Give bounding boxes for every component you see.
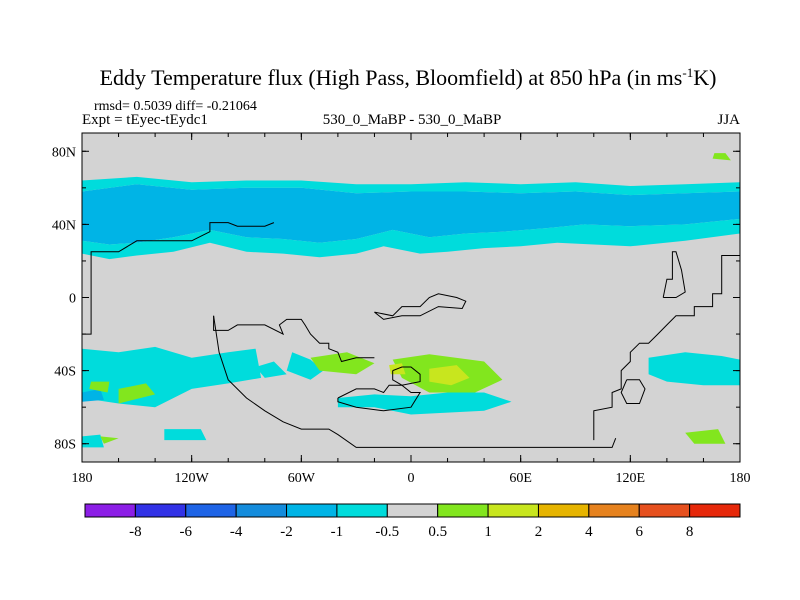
x-tick-label: 180 (730, 471, 751, 486)
colorbar-swatch (588, 503, 640, 518)
colorbar-label: -1 (331, 524, 344, 540)
experiment-label: Expt = tEyec-tEydc1 (82, 112, 208, 128)
colorbar: -8 -6 -4 -2 -1 -0.5 0.5 1 2 4 6 8 (84, 503, 741, 540)
colorbar-swatch (235, 503, 288, 518)
colorbar-label: -0.5 (375, 524, 399, 540)
season-label: JJA (717, 112, 740, 128)
colorbar-label: 0.5 (428, 524, 447, 540)
contour-region-13 (118, 383, 156, 404)
coastline-7 (620, 379, 646, 404)
x-axis: 180 120W 60W 0 60E 120E 180 (72, 133, 751, 486)
coastlines (82, 222, 740, 448)
colorbar-swatch (638, 503, 691, 518)
x-tick-label: 0 (408, 471, 415, 486)
colorbar-label: 1 (484, 524, 492, 540)
y-axis: 80N 40N 0 40S 80S (52, 145, 740, 453)
contour-region-7 (164, 429, 207, 441)
contour-region-18 (429, 365, 470, 386)
colorbar-label: -8 (129, 524, 142, 540)
y-tick-label: 80S (54, 438, 76, 453)
coastline-0 (82, 222, 275, 335)
contour-region-9 (255, 361, 287, 378)
contour-region-5 (648, 352, 740, 386)
colorbar-label: 8 (686, 524, 694, 540)
x-tick-label: 120E (616, 471, 646, 486)
contour-fills (82, 153, 740, 448)
contour-region-16 (712, 153, 731, 161)
colorbar-swatch (537, 503, 590, 518)
colorbar-swatch (336, 503, 388, 518)
colorbar-label: 6 (635, 524, 643, 540)
contour-region-0 (82, 184, 740, 245)
contour-region-10 (82, 388, 104, 402)
y-tick-label: 40S (54, 365, 76, 380)
contour-region-15 (89, 381, 110, 393)
colorbar-swatch (286, 503, 338, 518)
y-tick-label: 80N (52, 145, 76, 160)
x-tick-label: 180 (72, 471, 93, 486)
contour-region-14 (685, 429, 726, 444)
contour-region-6 (337, 392, 512, 415)
colorbar-swatch (185, 503, 237, 518)
contour-region-2 (82, 218, 740, 260)
coastline-3 (337, 384, 421, 412)
center-label: 530_0_MaBP - 530_0_MaBP (323, 112, 502, 128)
coastline-2 (213, 315, 617, 448)
colorbar-swatch (689, 503, 741, 518)
coastline-5 (392, 366, 421, 386)
colorbar-swatch (487, 503, 539, 518)
stats-line: rmsd= 0.5039 diff= -0.21064 (94, 99, 257, 114)
colorbar-swatch (437, 503, 489, 518)
colorbar-label: 4 (585, 524, 593, 540)
colorbar-label: 2 (535, 524, 543, 540)
coastline-1 (213, 315, 375, 363)
contour-region-4 (286, 352, 324, 380)
contour-region-1 (82, 176, 740, 196)
colorbar-label: -4 (230, 524, 243, 540)
colorbar-swatch (84, 503, 136, 518)
x-tick-label: 60W (288, 471, 316, 486)
contour-region-17 (100, 436, 119, 444)
y-tick-label: 40N (52, 218, 76, 233)
coastline-6 (593, 255, 740, 441)
x-tick-label: 60E (509, 471, 532, 486)
x-tick-label: 120W (175, 471, 210, 486)
colorbar-label: -6 (180, 524, 193, 540)
coastline-8 (662, 251, 686, 298)
colorbar-swatch (134, 503, 187, 518)
colorbar-swatch (386, 503, 439, 518)
coastline-4 (374, 293, 467, 320)
chart-title: Eddy Temperature flux (High Pass, Bloomf… (100, 65, 717, 90)
colorbar-label: -2 (280, 524, 293, 540)
y-tick-label: 0 (69, 292, 76, 307)
